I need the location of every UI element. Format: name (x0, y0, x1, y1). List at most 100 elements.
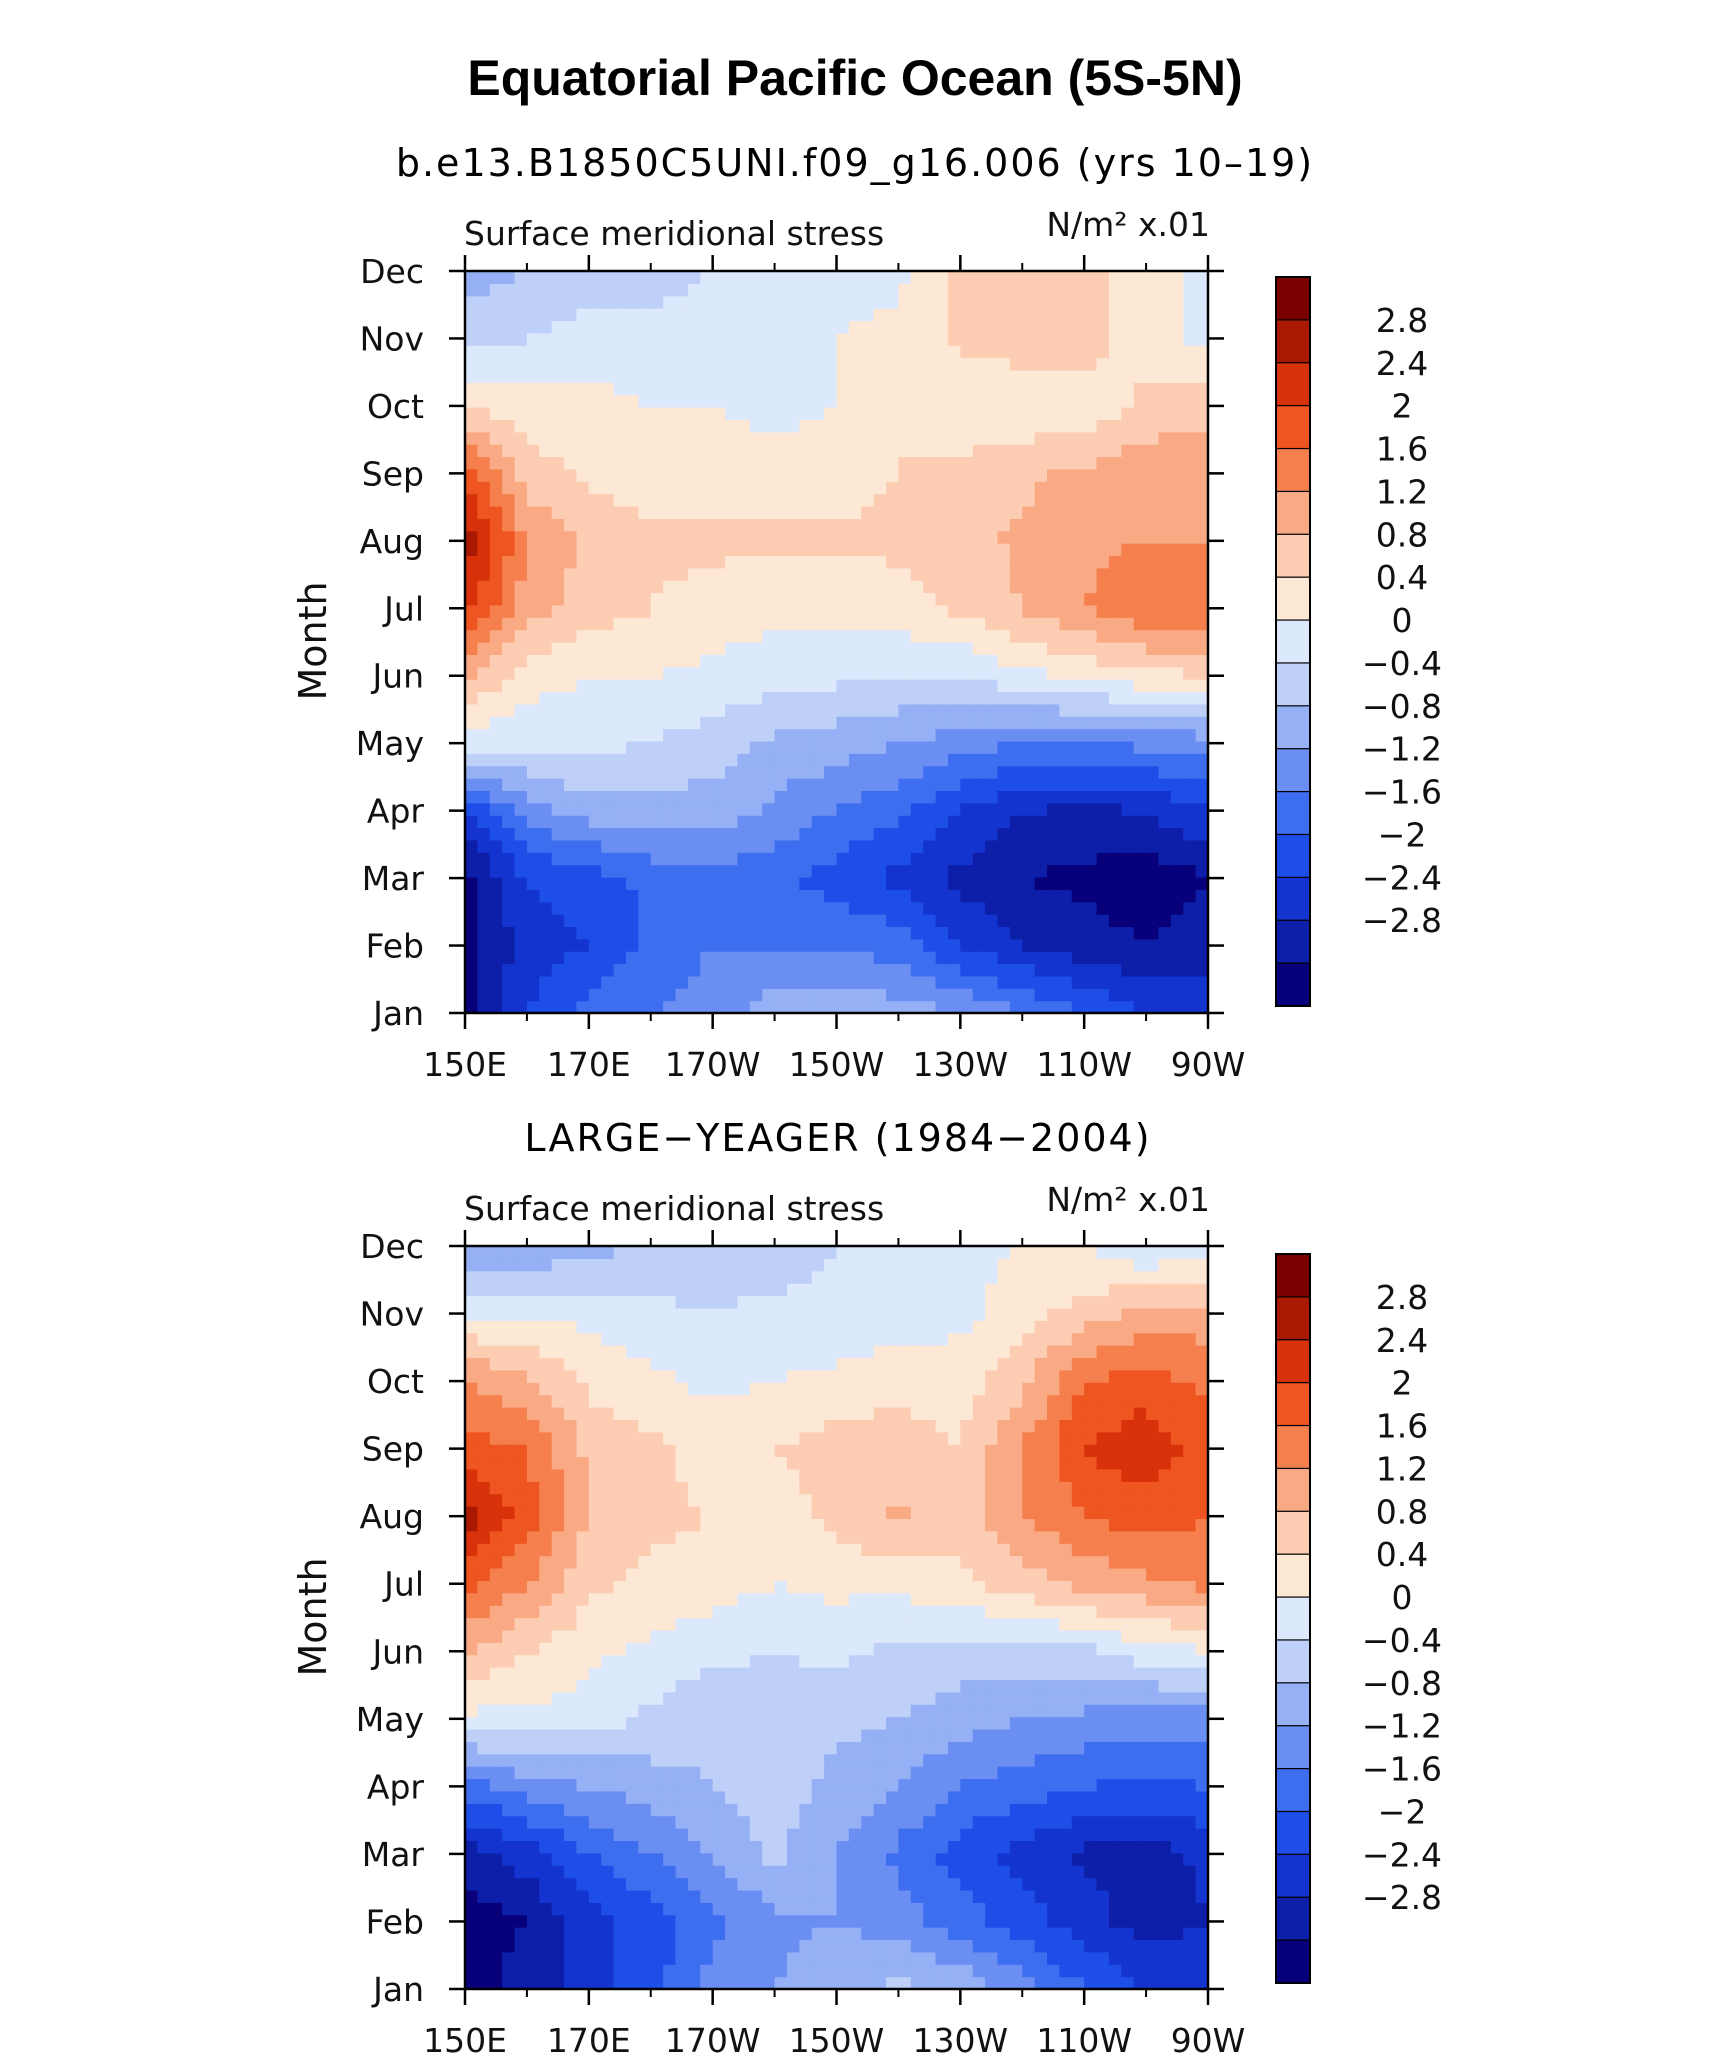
contour-cell (601, 1790, 615, 1804)
contour-cell (737, 295, 751, 309)
contour-cell (997, 1951, 1011, 1965)
contour-cell (1071, 1939, 1085, 1953)
contour-cell (997, 580, 1011, 594)
contour-cell (960, 1927, 974, 1941)
contour-cell (749, 1914, 763, 1928)
contour-cell (725, 580, 739, 594)
contour-cell (539, 1865, 553, 1879)
contour-cell (601, 740, 615, 754)
contour-cell (613, 988, 627, 1002)
contour-cell (1071, 642, 1085, 655)
contour-cell (687, 1766, 701, 1780)
contour-cell (1133, 1877, 1147, 1891)
contour-cell (526, 740, 540, 754)
contour-cell (1084, 271, 1098, 284)
contour-cell (1084, 827, 1098, 841)
contour-cell (749, 468, 763, 482)
contour-cell (700, 1877, 714, 1891)
contour-cell (935, 1766, 949, 1780)
contour-cell (601, 543, 615, 557)
contour-cell (551, 963, 565, 977)
contour-cell (960, 975, 974, 989)
contour-cell (848, 481, 862, 495)
contour-cell (1022, 666, 1036, 680)
contour-cell (712, 1951, 726, 1965)
contour-cell (663, 963, 677, 977)
contour-cell (725, 642, 739, 655)
contour-cell (1121, 271, 1135, 284)
contour-cell (762, 1753, 776, 1767)
contour-cell (873, 1753, 887, 1767)
contour-cell (1059, 728, 1073, 742)
contour-cell (799, 1964, 813, 1978)
contour-cell (1158, 889, 1172, 903)
contour-cell (1133, 963, 1147, 977)
contour-cell (824, 407, 838, 420)
contour-cell (811, 1877, 825, 1891)
contour-cell (526, 1803, 540, 1817)
contour-cell (1195, 394, 1209, 408)
contour-cell (811, 308, 825, 322)
contour-cell (935, 1976, 949, 1990)
contour-cell (997, 827, 1011, 841)
contour-cell (576, 394, 590, 408)
contour-cell (848, 1914, 862, 1928)
contour-cell (601, 642, 615, 655)
contour-cell (477, 283, 491, 297)
contour-cell (749, 839, 763, 853)
contour-cell (1022, 864, 1036, 878)
contour-cell (1096, 765, 1110, 779)
contour-cell (514, 295, 528, 309)
contour-cell (811, 1741, 825, 1755)
contour-cell (712, 642, 726, 655)
contour-cell (514, 839, 528, 853)
contour-cell (935, 1728, 949, 1742)
contour-cell (638, 901, 652, 915)
contour-cell (836, 778, 850, 791)
contour-cell (551, 1877, 565, 1891)
contour-cell (836, 567, 850, 581)
contour-cell (848, 691, 862, 705)
contour-cell (873, 1939, 887, 1953)
contour-cell (886, 1927, 900, 1941)
contour-cell (638, 1902, 652, 1916)
contour-cell (1108, 394, 1122, 408)
contour-cell (886, 765, 900, 779)
contour-cell (799, 740, 813, 754)
contour-cell (1183, 765, 1197, 779)
contour-cell (836, 790, 850, 804)
contour-cell (960, 357, 974, 371)
contour-cell (997, 790, 1011, 804)
contour-cell (873, 679, 887, 693)
contour-cell (625, 308, 639, 322)
contour-cell (848, 1976, 862, 1990)
contour-cell (638, 1964, 652, 1978)
contour-cell (712, 1000, 726, 1014)
contour-cell (700, 988, 714, 1002)
contour-cell (910, 271, 924, 284)
contour-cell (489, 1852, 503, 1866)
contour-cell (489, 518, 503, 532)
contour-cell (1034, 988, 1048, 1002)
contour-cell (947, 642, 961, 655)
contour-cell (1071, 728, 1085, 742)
contour-cell (923, 753, 937, 767)
contour-cell (551, 1976, 565, 1990)
contour-cell (625, 1828, 639, 1841)
left-label: Surface meridional stress (464, 214, 884, 253)
contour-cell (526, 1815, 540, 1829)
contour-cell (465, 1939, 478, 1953)
panel-observations: LARGE−YEAGER (1984−2004) Surface meridio… (291, 1116, 1442, 2060)
contour-cell (564, 1803, 578, 1817)
contour-cell (712, 963, 726, 977)
contour-cell (947, 654, 961, 668)
contour-cell (836, 1889, 850, 1903)
contour-cell (811, 580, 825, 594)
contour-cell (638, 889, 652, 903)
contour-cell (947, 604, 961, 618)
contour-cell (786, 951, 800, 965)
contour-cell (539, 765, 553, 779)
contour-cell (477, 753, 491, 767)
contour-cell (1108, 765, 1122, 779)
contour-cell (1096, 815, 1110, 829)
